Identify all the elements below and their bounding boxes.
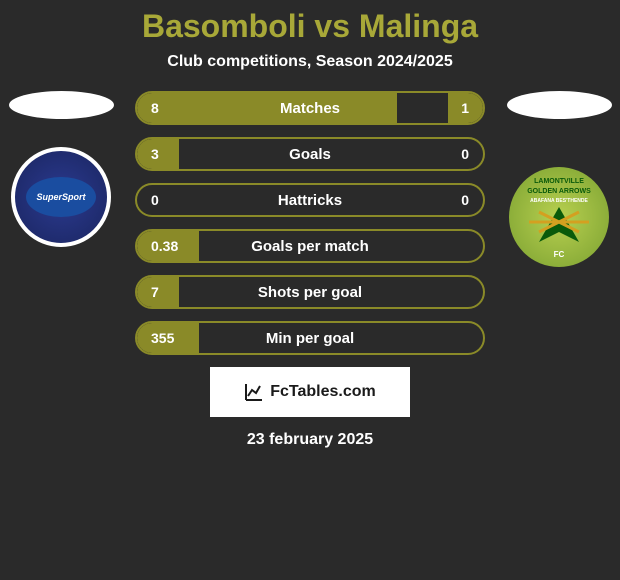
chart-icon xyxy=(244,382,264,402)
stat-label: Goals per match xyxy=(251,238,369,255)
stat-bar-hattricks: 0 Hattricks 0 xyxy=(135,183,485,217)
subtitle: Club competitions, Season 2024/2025 xyxy=(0,53,620,71)
branding-badge: FcTables.com xyxy=(210,367,410,417)
pedestal-ellipse-left xyxy=(9,91,114,119)
svg-text:ABAFANA BES'THENDE: ABAFANA BES'THENDE xyxy=(530,198,588,204)
stats-container: 8 Matches 1 3 Goals 0 0 Hattricks 0 0.38 Goals per… xyxy=(135,91,485,355)
stat-label: Min per goal xyxy=(266,330,354,347)
stat-value-left: 8 xyxy=(151,100,159,116)
stat-value-right: 1 xyxy=(461,100,469,116)
stat-value-left: 0.38 xyxy=(151,238,178,254)
pedestal-ellipse-right xyxy=(507,91,612,119)
stat-value-left: 355 xyxy=(151,330,174,346)
stat-bar-shots-per-goal: 7 Shots per goal xyxy=(135,275,485,309)
stat-label: Goals xyxy=(289,146,331,163)
stat-bar-min-per-goal: 355 Min per goal xyxy=(135,321,485,355)
stat-bar-goals-per-match: 0.38 Goals per match xyxy=(135,229,485,263)
stat-value-left: 7 xyxy=(151,284,159,300)
stat-bar-matches: 8 Matches 1 xyxy=(135,91,485,125)
page-title: Basomboli vs Malinga xyxy=(0,0,620,45)
club-badge-right: LAMONTVILLE GOLDEN ARROWS ABAFANA BES'TH… xyxy=(509,167,609,267)
date-text: 23 february 2025 xyxy=(0,431,620,449)
stat-fill-left xyxy=(137,93,397,123)
main-area: SuperSport LAMONTVILLE GOLDEN ARROWS ABA… xyxy=(0,91,620,449)
stat-bar-goals: 3 Goals 0 xyxy=(135,137,485,171)
stat-label: Hattricks xyxy=(278,192,342,209)
player-left-block: SuperSport xyxy=(6,91,116,247)
club-badge-left: SuperSport xyxy=(11,147,111,247)
svg-text:LAMONTVILLE: LAMONTVILLE xyxy=(534,178,584,185)
svg-text:GOLDEN ARROWS: GOLDEN ARROWS xyxy=(527,188,591,195)
stat-value-right: 0 xyxy=(461,146,469,162)
player-right-block: LAMONTVILLE GOLDEN ARROWS ABAFANA BES'TH… xyxy=(504,91,614,267)
svg-text:FC: FC xyxy=(554,250,565,259)
stat-label: Matches xyxy=(280,100,340,117)
branding-text: FcTables.com xyxy=(270,383,376,401)
stat-value-right: 0 xyxy=(461,192,469,208)
stat-label: Shots per goal xyxy=(258,284,362,301)
stat-value-left: 3 xyxy=(151,146,159,162)
arrows-icon: LAMONTVILLE GOLDEN ARROWS ABAFANA BES'TH… xyxy=(509,167,609,267)
club-badge-left-text: SuperSport xyxy=(26,177,96,217)
stat-value-left: 0 xyxy=(151,192,159,208)
